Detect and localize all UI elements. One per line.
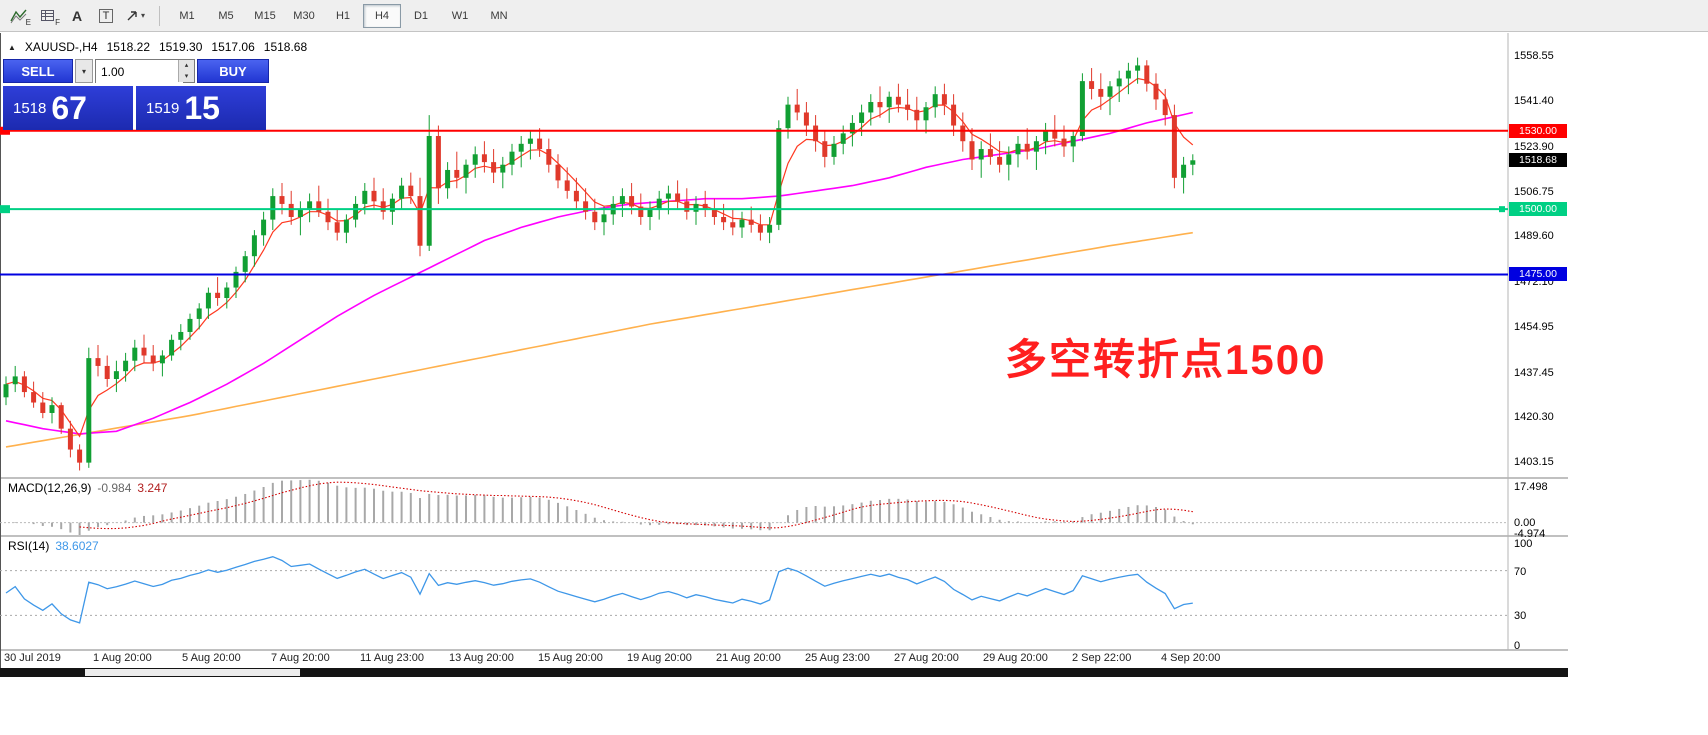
- tf-button-MN[interactable]: MN: [490, 9, 508, 22]
- price-tag-1530.00[interactable]: 1530.00: [1509, 123, 1567, 138]
- rsi-value: 38.6027: [55, 539, 99, 553]
- price-axis-label: 1437.45: [1514, 366, 1554, 379]
- tf-button-M5[interactable]: M5: [218, 9, 234, 22]
- collapse-panel-icon[interactable]: ▲: [8, 42, 16, 52]
- tf-button-W1[interactable]: W1: [451, 9, 469, 22]
- arrow-tools-icon[interactable]: ▾: [122, 4, 148, 28]
- date-axis-label: 19 Aug 20:00: [627, 652, 692, 664]
- buy-button[interactable]: BUY: [197, 59, 269, 83]
- tf-button-M1[interactable]: M1: [179, 9, 195, 22]
- sell-price-main: 1518: [13, 99, 47, 117]
- price-tag-1475.00[interactable]: 1475.00: [1509, 267, 1567, 282]
- rsi-axis-label: 0: [1514, 640, 1521, 652]
- rsi-axis-label: 70: [1514, 565, 1527, 578]
- text-label-icon[interactable]: A: [71, 7, 83, 24]
- tf-button-H1[interactable]: H1: [335, 9, 351, 22]
- price-axis-label: 1454.95: [1514, 320, 1554, 333]
- ohlc-header: ▲ XAUUSD-,H4 1518.22 1519.30 1517.06 151…: [8, 40, 307, 54]
- close-value: 1518.68: [263, 40, 308, 54]
- price-axis-label: 1489.60: [1514, 230, 1554, 243]
- objects-grid-icon[interactable]: F: [35, 4, 61, 28]
- one-click-trading-panel: SELL ▾ ▴ ▾ BUY 1518 67 1519 15: [3, 59, 269, 130]
- macd-signal-value: 3.247: [137, 481, 168, 495]
- tf-button-H4[interactable]: H4: [363, 3, 401, 28]
- tf-button-D1[interactable]: D1: [413, 9, 429, 22]
- toolbar-separator: [159, 5, 160, 26]
- volume-field: ▴ ▾: [95, 59, 195, 84]
- sell-price-display[interactable]: 1518 67: [3, 86, 133, 130]
- buy-price-display[interactable]: 1519 15: [136, 86, 266, 130]
- order-type-dropdown[interactable]: ▾: [75, 59, 93, 83]
- sell-button[interactable]: SELL: [3, 59, 73, 83]
- volume-up-button[interactable]: ▴: [178, 60, 194, 71]
- price-axis-label: 1403.15: [1514, 456, 1554, 469]
- tf-button-M30[interactable]: M30: [293, 9, 315, 22]
- date-axis-label: 29 Aug 20:00: [983, 652, 1048, 664]
- h-scrollbar-thumb[interactable]: [85, 669, 300, 676]
- chart-annotation-text: 多空转折点1500: [1005, 336, 1327, 383]
- macd-axis-label: 0.00: [1514, 516, 1536, 529]
- price-axis-label: 1541.40: [1514, 94, 1554, 107]
- sell-price-pips: 67: [51, 90, 87, 126]
- indicators-icon-sub: E: [25, 17, 31, 27]
- date-axis-label: 21 Aug 20:00: [716, 652, 781, 664]
- date-axis-label: 27 Aug 20:00: [894, 652, 959, 664]
- high-value: 1519.30: [159, 40, 203, 54]
- date-axis-label: 30 Jul 2019: [4, 652, 61, 664]
- date-axis-label: 2 Sep 22:00: [1072, 652, 1132, 664]
- macd-indicator-label: MACD(12,26,9) -0.984 3.247: [8, 481, 168, 495]
- macd-axis-label: -4.974: [1514, 528, 1546, 540]
- date-axis-label: 13 Aug 20:00: [449, 652, 514, 664]
- date-axis-label: 5 Aug 20:00: [182, 652, 241, 664]
- objects-grid-icon-sub: F: [55, 17, 60, 27]
- date-axis-label: 25 Aug 23:00: [805, 652, 870, 664]
- indicators-icon[interactable]: E: [6, 4, 32, 28]
- volume-input[interactable]: [96, 60, 183, 84]
- date-axis-label: 11 Aug 23:00: [360, 652, 425, 664]
- price-axis-label: 1420.30: [1514, 411, 1554, 424]
- rsi-axis-label: 100: [1514, 538, 1533, 550]
- price-axis-label: 1506.75: [1514, 185, 1554, 198]
- date-axis-label: 7 Aug 20:00: [271, 652, 330, 664]
- price-axis-label: 1558.55: [1514, 50, 1554, 63]
- chevron-down-icon: ▾: [81, 66, 86, 76]
- price-axis-label: 1523.90: [1514, 140, 1554, 153]
- symbol-period-label: XAUUSD-,H4: [24, 40, 98, 54]
- open-value: 1518.22: [106, 40, 150, 54]
- text-tool-icon[interactable]: T: [93, 4, 119, 28]
- rsi-indicator-label: RSI(14) 38.6027: [8, 539, 99, 553]
- date-axis-label: 1 Aug 20:00: [93, 652, 152, 664]
- volume-down-button[interactable]: ▾: [178, 71, 194, 82]
- date-axis-label: 15 Aug 20:00: [538, 652, 603, 664]
- timeframe-bar: M1 M5 M15 M30 H1 H4 D1 W1 MN: [168, 3, 519, 28]
- low-value: 1517.06: [211, 40, 255, 54]
- rsi-axis-label: 30: [1514, 610, 1527, 623]
- macd-axis-label: 17.498: [1514, 481, 1548, 493]
- bid-price-tag: 1518.68: [1509, 153, 1567, 168]
- date-axis-label: 4 Sep 20:00: [1161, 652, 1221, 664]
- chevron-down-icon: ▾: [140, 11, 145, 20]
- h-scrollbar[interactable]: [0, 668, 1568, 677]
- tf-button-M15[interactable]: M15: [254, 9, 276, 22]
- price-tag-1500.00[interactable]: 1500.00: [1509, 202, 1567, 217]
- macd-main-value: -0.984: [97, 481, 132, 495]
- top-toolbar: E F A T ▾ M1 M5 M15 M30 H1 H4 D1 W1 MN: [0, 0, 1708, 32]
- buy-price-main: 1519: [146, 99, 180, 117]
- buy-price-pips: 15: [184, 90, 220, 126]
